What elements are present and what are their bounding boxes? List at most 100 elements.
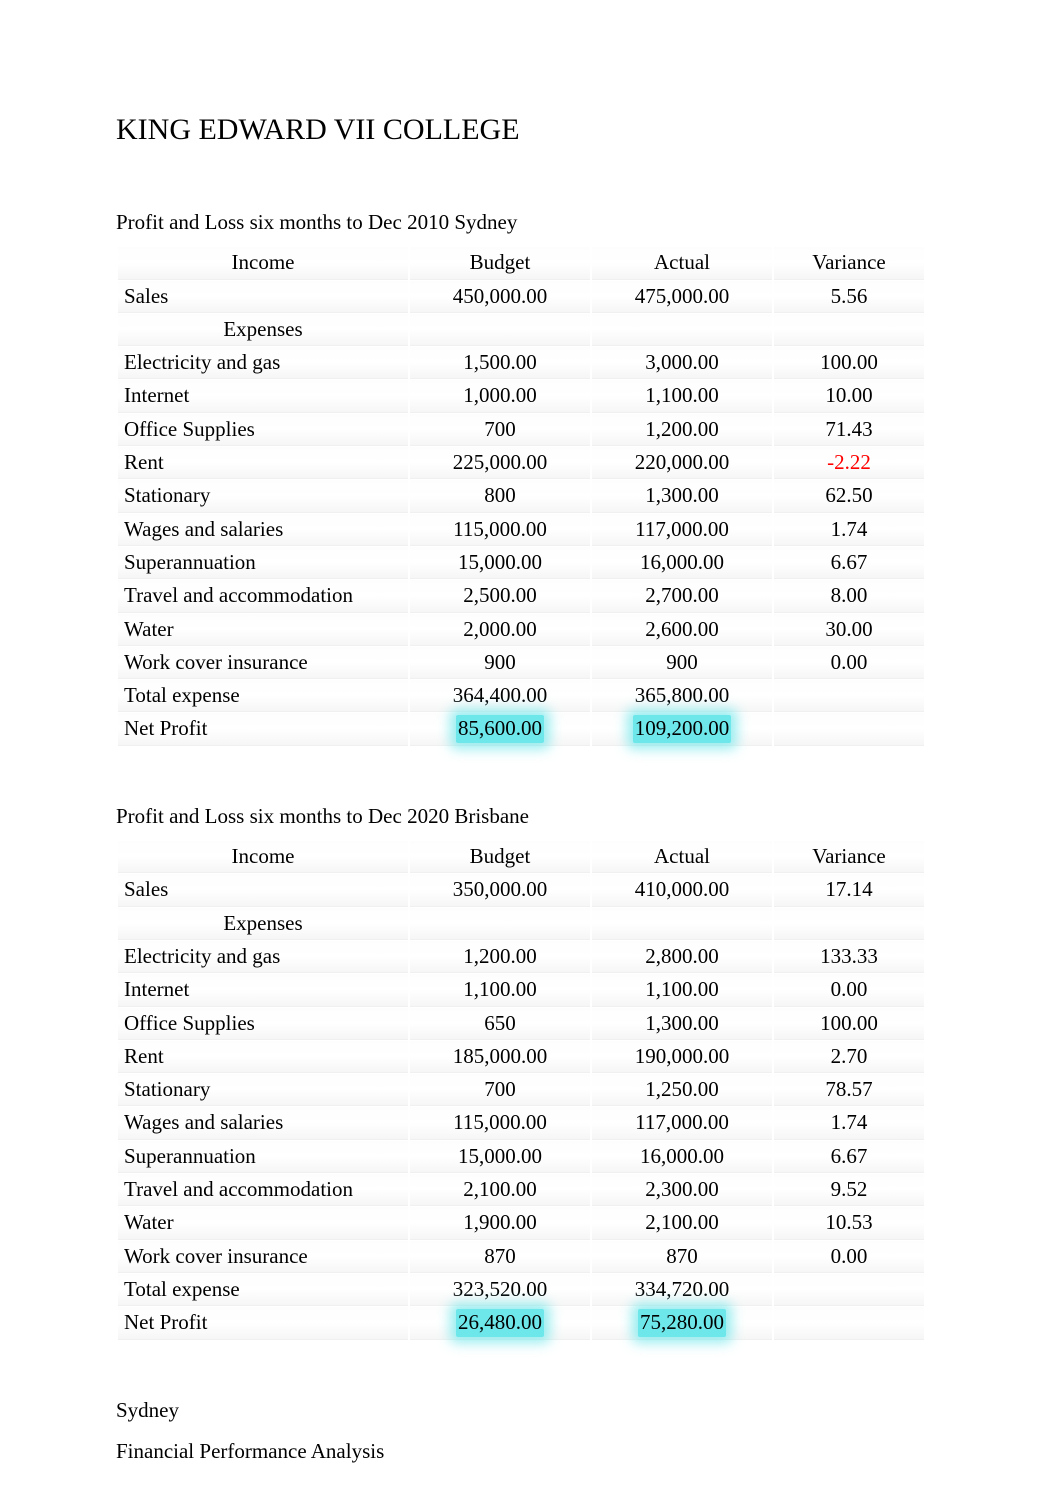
col-income-header: Income [118,841,408,873]
col-actual-header: Actual [592,841,772,873]
row-actual: 2,600.00 [592,614,772,646]
row-variance: 0.00 [774,1241,924,1273]
highlighted-value: 85,600.00 [456,715,544,742]
row-variance: 17.14 [774,874,924,906]
table-row: Sales 450,000.00 475,000.00 5.56 [118,281,924,313]
row-label: Superannuation [118,1141,408,1173]
row-budget: 1,000.00 [410,380,590,412]
table-row: Wages and salaries115,000.00117,000.001.… [118,514,924,546]
table-row: Total expense364,400.00365,800.00 [118,680,924,712]
footer-subheading: Sydney [116,1397,946,1424]
row-budget: 700 [410,414,590,446]
row-budget: 700 [410,1074,590,1106]
table-row: Office Supplies7001,200.0071.43 [118,414,924,446]
row-budget: 115,000.00 [410,1107,590,1139]
row-label: Office Supplies [118,1008,408,1040]
row-label: Work cover insurance [118,647,408,679]
col-variance-header: Variance [774,247,924,279]
row-budget: 650 [410,1008,590,1040]
table-row: Rent225,000.00220,000.00-2.22 [118,447,924,479]
row-variance: 9.52 [774,1174,924,1206]
row-budget: 15,000.00 [410,1141,590,1173]
row-label: Superannuation [118,547,408,579]
table-1-caption: Profit and Loss six months to Dec 2010 S… [116,209,946,236]
table-row: Water1,900.002,100.0010.53 [118,1207,924,1239]
table-row: Travel and accommodation2,100.002,300.00… [118,1174,924,1206]
row-actual: 109,200.00 [592,713,772,745]
row-actual: 220,000.00 [592,447,772,479]
row-variance: 30.00 [774,614,924,646]
row-variance: 1.74 [774,1107,924,1139]
row-budget: 1,900.00 [410,1207,590,1239]
row-actual: 870 [592,1241,772,1273]
row-budget: 225,000.00 [410,447,590,479]
row-variance: 6.67 [774,547,924,579]
row-actual: 190,000.00 [592,1041,772,1073]
row-variance [774,713,924,745]
row-variance: 100.00 [774,1008,924,1040]
col-variance-header: Variance [774,841,924,873]
row-label: Net Profit [118,1307,408,1339]
row-label: Stationary [118,480,408,512]
row-label: Total expense [118,680,408,712]
row-actual: 2,800.00 [592,941,772,973]
profit-loss-table-brisbane: Income Budget Actual Variance Sales 350,… [116,840,926,1340]
expenses-label: Expenses [118,314,408,346]
row-variance: 10.53 [774,1207,924,1239]
row-budget: 1,500.00 [410,347,590,379]
row-label: Sales [118,281,408,313]
table-row: Rent185,000.00190,000.002.70 [118,1041,924,1073]
col-income-header: Income [118,247,408,279]
table-row: Net Profit26,480.0075,280.00 [118,1307,924,1339]
col-actual-header: Actual [592,247,772,279]
row-actual: 3,000.00 [592,347,772,379]
row-budget: 323,520.00 [410,1274,590,1306]
row-label: Net Profit [118,713,408,745]
row-budget: 900 [410,647,590,679]
table-row: Work cover insurance9009000.00 [118,647,924,679]
row-actual: 365,800.00 [592,680,772,712]
row-budget: 2,500.00 [410,580,590,612]
row-variance: 8.00 [774,580,924,612]
row-variance: 62.50 [774,480,924,512]
col-budget-header: Budget [410,247,590,279]
row-label: Travel and accommodation [118,1174,408,1206]
expenses-header-row: Expenses [118,314,924,346]
row-budget: 1,200.00 [410,941,590,973]
row-budget: 26,480.00 [410,1307,590,1339]
row-label: Travel and accommodation [118,580,408,612]
row-variance: 1.74 [774,514,924,546]
table-header-row: Income Budget Actual Variance [118,247,924,279]
table-row: Wages and salaries115,000.00117,000.001.… [118,1107,924,1139]
row-label: Rent [118,1041,408,1073]
row-actual: 1,300.00 [592,480,772,512]
row-label: Stationary [118,1074,408,1106]
row-actual: 2,700.00 [592,580,772,612]
row-variance: 0.00 [774,974,924,1006]
row-variance [774,1274,924,1306]
row-label: Wages and salaries [118,1107,408,1139]
row-budget: 2,000.00 [410,614,590,646]
row-budget: 870 [410,1241,590,1273]
row-actual: 900 [592,647,772,679]
row-actual: 475,000.00 [592,281,772,313]
row-label: Electricity and gas [118,941,408,973]
row-budget: 1,100.00 [410,974,590,1006]
row-label: Internet [118,380,408,412]
row-label: Internet [118,974,408,1006]
row-budget: 85,600.00 [410,713,590,745]
row-actual: 75,280.00 [592,1307,772,1339]
row-label: Sales [118,874,408,906]
table-row: Stationary8001,300.0062.50 [118,480,924,512]
table-2-caption: Profit and Loss six months to Dec 2020 B… [116,803,946,830]
footer-analysis-heading: Financial Performance Analysis [116,1438,946,1465]
row-label: Electricity and gas [118,347,408,379]
table-row: Total expense323,520.00334,720.00 [118,1274,924,1306]
row-label: Water [118,614,408,646]
row-budget: 15,000.00 [410,547,590,579]
row-variance: 78.57 [774,1074,924,1106]
row-variance [774,680,924,712]
row-actual: 1,200.00 [592,414,772,446]
table-row: Superannuation15,000.0016,000.006.67 [118,1141,924,1173]
row-actual: 2,100.00 [592,1207,772,1239]
